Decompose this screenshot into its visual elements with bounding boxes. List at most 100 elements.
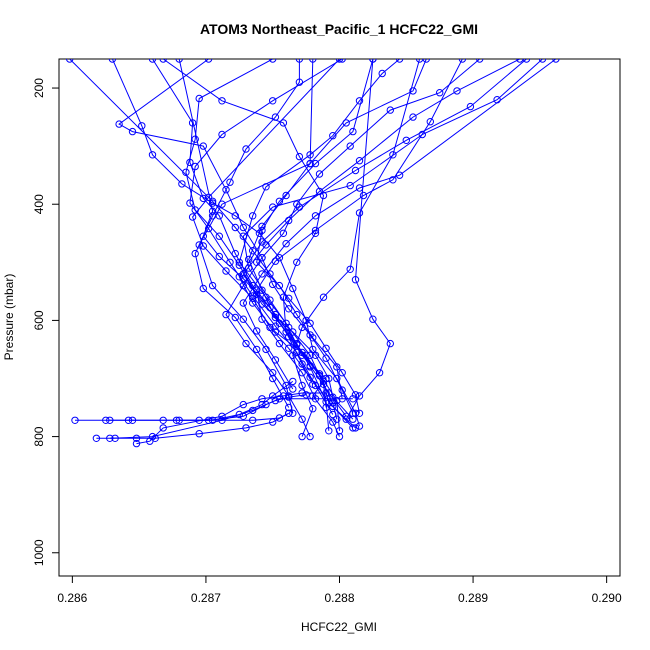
data-point (235, 273, 244, 281)
data-point (355, 422, 364, 430)
data-point (138, 122, 146, 130)
data-point (466, 102, 475, 111)
y-tick-label: 800 (32, 426, 46, 446)
data-point (516, 59, 524, 63)
data-point (186, 158, 194, 167)
data-point (242, 145, 250, 153)
data-point (102, 416, 110, 424)
profile-line (179, 398, 353, 421)
data-point (239, 232, 248, 240)
data-point (269, 374, 277, 383)
data-point (355, 157, 364, 165)
data-point (275, 395, 284, 403)
data-point (66, 59, 74, 63)
y-tick-label: 400 (32, 194, 46, 214)
data-point (239, 412, 248, 420)
data-point (279, 293, 288, 301)
data-point (285, 344, 293, 352)
data-point (306, 351, 314, 359)
data-point (271, 328, 280, 336)
data-point (282, 191, 290, 200)
data-point (191, 162, 199, 171)
data-point (346, 142, 354, 150)
data-point (322, 389, 330, 397)
data-point (306, 319, 314, 327)
y-axis-label: Pressure (mbar) (2, 274, 16, 361)
data-point (269, 59, 277, 63)
data-point (249, 212, 257, 220)
data-point (159, 424, 167, 432)
data-point (293, 341, 301, 349)
data-point (295, 152, 304, 161)
profile-line (111, 59, 360, 427)
x-tick-label: 0.287 (191, 591, 221, 605)
data-point (351, 409, 360, 417)
profile-line (256, 59, 374, 399)
data-point (204, 59, 213, 63)
profile-line (96, 412, 289, 439)
data-point (239, 223, 248, 232)
y-tick-label: 200 (32, 78, 46, 98)
data-point (351, 276, 360, 284)
x-tick-label: 0.290 (592, 591, 622, 605)
data-point (159, 59, 167, 63)
data-point (349, 127, 357, 136)
data-point (188, 213, 197, 221)
x-tick-label: 0.286 (57, 591, 87, 605)
data-point (322, 354, 330, 362)
data-point (222, 267, 230, 275)
profile-line (152, 59, 330, 431)
data-point (269, 203, 277, 211)
x-tick-label: 0.289 (458, 591, 488, 605)
profile-line (118, 59, 354, 414)
data-point (395, 171, 404, 179)
data-point (262, 400, 270, 409)
data-point (249, 406, 257, 415)
data-point (285, 294, 293, 302)
data-point (199, 142, 208, 150)
data-point (204, 416, 213, 424)
data-point (311, 351, 320, 359)
data-point (295, 59, 304, 63)
data-point (249, 247, 257, 255)
data-point (335, 432, 344, 441)
data-point (239, 400, 248, 409)
data-point (266, 303, 274, 312)
data-point (128, 416, 137, 424)
data-point (309, 59, 317, 63)
data-point (333, 396, 341, 405)
data-point (258, 222, 266, 231)
data-point (279, 119, 288, 127)
data-point (289, 351, 297, 359)
profile-line (109, 394, 307, 439)
data-point (108, 59, 117, 63)
data-point (458, 59, 467, 63)
x-tick-label: 0.288 (324, 591, 354, 605)
data-point (191, 135, 199, 143)
profile-line (248, 59, 340, 431)
profile-line (178, 59, 347, 417)
data-point (275, 339, 284, 348)
data-point (375, 369, 384, 377)
y-tick-label: 1000 (32, 539, 46, 566)
data-point (71, 416, 79, 424)
data-point (298, 323, 306, 332)
data-point (329, 402, 337, 411)
data-point (389, 176, 397, 184)
data-point (285, 305, 293, 313)
profile-line (292, 59, 421, 437)
data-point (253, 327, 261, 335)
data-point (338, 59, 346, 63)
data-point (402, 136, 410, 145)
data-point (178, 180, 186, 188)
data-point (386, 339, 394, 348)
data-point (351, 166, 360, 175)
data-point (346, 265, 354, 273)
data-point (231, 313, 240, 322)
data-point (426, 118, 434, 126)
data-point (132, 439, 141, 448)
data-point (289, 409, 297, 417)
data-point (92, 434, 101, 442)
data-point (258, 238, 266, 246)
data-point (239, 299, 248, 307)
